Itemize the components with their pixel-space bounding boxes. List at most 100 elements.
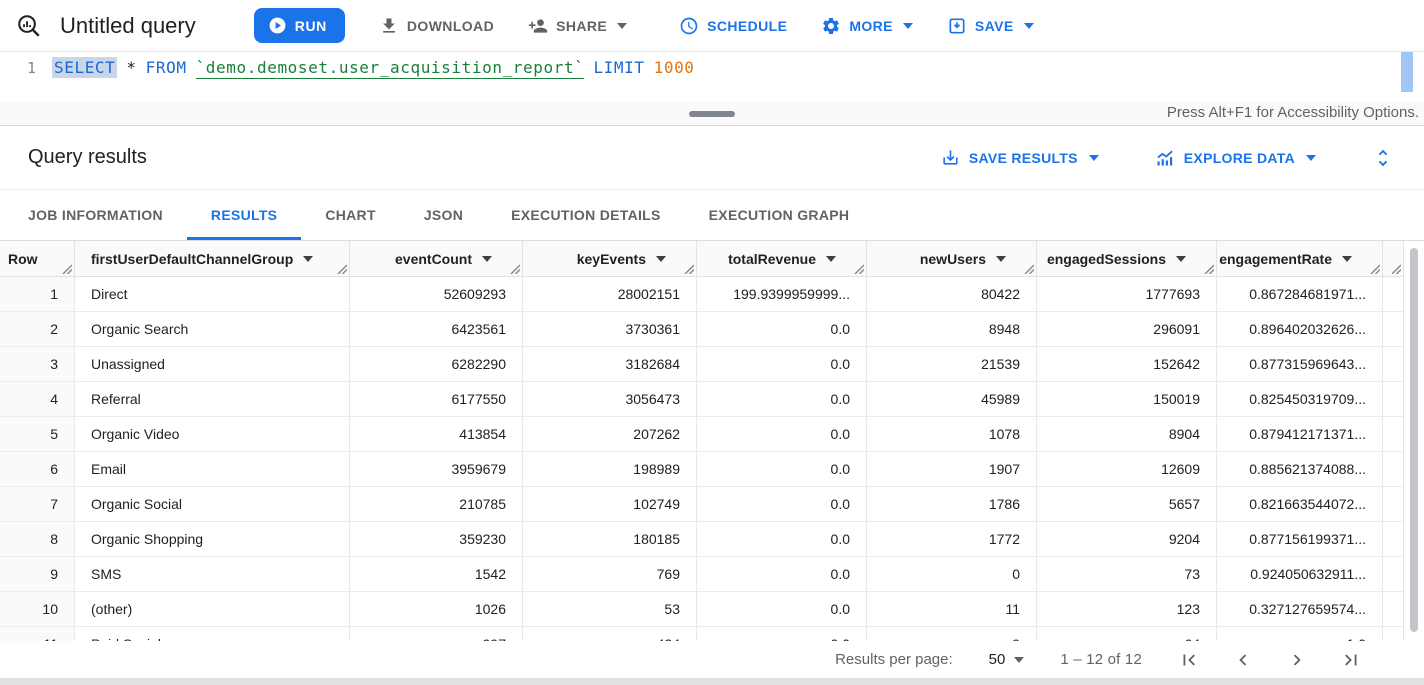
cell-totalrevenue[interactable]: 0.0 xyxy=(697,487,867,521)
column-resize-handle[interactable] xyxy=(61,263,73,275)
cell-engagedsessions[interactable]: 5657 xyxy=(1037,487,1217,521)
cell-firstuserdefaultchannelgroup[interactable]: Paid Social xyxy=(75,627,350,641)
cell-eventcount[interactable]: 210785 xyxy=(350,487,523,521)
cell-keyevents[interactable]: 3182684 xyxy=(523,347,697,381)
cell-firstuserdefaultchannelgroup[interactable]: Organic Social xyxy=(75,487,350,521)
cell-engagementrate[interactable]: 1.0 xyxy=(1217,627,1383,641)
cell-totalrevenue[interactable]: 0.0 xyxy=(697,592,867,626)
row-number-cell[interactable]: 7 xyxy=(0,487,75,521)
cell-firstuserdefaultchannelgroup[interactable]: Email xyxy=(75,452,350,486)
row-number-cell[interactable]: 9 xyxy=(0,557,75,591)
column-resize-handle[interactable] xyxy=(336,263,348,275)
cell-newusers[interactable]: 11 xyxy=(867,592,1037,626)
cell-keyevents[interactable]: 3730361 xyxy=(523,312,697,346)
column-menu-icon[interactable] xyxy=(482,255,492,262)
cell-totalrevenue[interactable]: 0.0 xyxy=(697,452,867,486)
cell-engagedsessions[interactable]: 152642 xyxy=(1037,347,1217,381)
tab-execution-details[interactable]: EXECUTION DETAILS xyxy=(511,207,661,223)
cell-engagementrate[interactable]: 0.896402032626... xyxy=(1217,312,1383,346)
cell-firstuserdefaultchannelgroup[interactable]: Organic Shopping xyxy=(75,522,350,556)
cell-keyevents[interactable]: 180185 xyxy=(523,522,697,556)
cell-newusers[interactable]: 45989 xyxy=(867,382,1037,416)
cell-keyevents[interactable]: 102749 xyxy=(523,487,697,521)
row-number-cell[interactable]: 1 xyxy=(0,277,75,311)
column-header-engagedsessions[interactable]: engagedSessions xyxy=(1037,241,1217,276)
cell-firstuserdefaultchannelgroup[interactable]: SMS xyxy=(75,557,350,591)
row-number-cell[interactable]: 3 xyxy=(0,347,75,381)
column-header-eventcount[interactable]: eventCount xyxy=(350,241,523,276)
column-header-firstuserdefaultchannelgroup[interactable]: firstUserDefaultChannelGroup xyxy=(75,241,350,276)
cell-eventcount[interactable]: 997 xyxy=(350,627,523,641)
column-header-newusers[interactable]: newUsers xyxy=(867,241,1037,276)
cell-firstuserdefaultchannelgroup[interactable]: Organic Video xyxy=(75,417,350,451)
run-button[interactable]: RUN xyxy=(253,8,345,43)
column-resize-handle[interactable] xyxy=(509,263,521,275)
cell-engagedsessions[interactable]: 12609 xyxy=(1037,452,1217,486)
cell-engagedsessions[interactable]: 8904 xyxy=(1037,417,1217,451)
cell-keyevents[interactable]: 769 xyxy=(523,557,697,591)
cell-engagementrate[interactable]: 0.825450319709... xyxy=(1217,382,1383,416)
column-menu-icon[interactable] xyxy=(656,255,666,262)
cell-newusers[interactable]: 21539 xyxy=(867,347,1037,381)
column-menu-icon[interactable] xyxy=(303,255,314,262)
column-resize-handle[interactable] xyxy=(1369,263,1381,275)
cell-engagementrate[interactable]: 0.821663544072... xyxy=(1217,487,1383,521)
cell-keyevents[interactable]: 198989 xyxy=(523,452,697,486)
cell-engagementrate[interactable]: 0.327127659574... xyxy=(1217,592,1383,626)
row-number-cell[interactable]: 4 xyxy=(0,382,75,416)
column-resize-handle[interactable] xyxy=(683,263,695,275)
cell-newusers[interactable]: 9 xyxy=(867,627,1037,641)
column-menu-icon[interactable] xyxy=(996,255,1006,262)
column-header-row[interactable]: Row xyxy=(0,241,75,276)
cell-eventcount[interactable]: 6282290 xyxy=(350,347,523,381)
tab-json[interactable]: JSON xyxy=(423,207,464,223)
cell-totalrevenue[interactable]: 0.0 xyxy=(697,382,867,416)
tab-results[interactable]: RESULTS xyxy=(187,190,301,240)
cell-newusers[interactable]: 0 xyxy=(867,557,1037,591)
cell-totalrevenue[interactable]: 0.0 xyxy=(697,417,867,451)
download-button[interactable]: DOWNLOAD xyxy=(375,10,498,42)
panel-resize-handle[interactable] xyxy=(689,110,735,117)
row-number-cell[interactable]: 5 xyxy=(0,417,75,451)
table-scrollbar-thumb[interactable] xyxy=(1410,248,1418,632)
column-header-totalrevenue[interactable]: totalRevenue xyxy=(697,241,867,276)
schedule-button[interactable]: SCHEDULE xyxy=(675,10,791,42)
save-results-button[interactable]: SAVE RESULTS xyxy=(941,148,1099,167)
cell-keyevents[interactable]: 3056473 xyxy=(523,382,697,416)
cell-totalrevenue[interactable]: 0.0 xyxy=(697,347,867,381)
cell-totalrevenue[interactable]: 0.0 xyxy=(697,312,867,346)
explore-data-button[interactable]: EXPLORE DATA xyxy=(1155,148,1316,168)
column-header-keyevents[interactable]: keyEvents xyxy=(523,241,697,276)
column-resize-handle[interactable] xyxy=(1023,263,1035,275)
cell-totalrevenue[interactable]: 0.0 xyxy=(697,627,867,641)
cell-engagedsessions[interactable]: 1777693 xyxy=(1037,277,1217,311)
cell-engagementrate[interactable]: 0.885621374088... xyxy=(1217,452,1383,486)
cell-firstuserdefaultchannelgroup[interactable]: Unassigned xyxy=(75,347,350,381)
cell-engagedsessions[interactable]: 123 xyxy=(1037,592,1217,626)
cell-totalrevenue[interactable]: 0.0 xyxy=(697,557,867,591)
first-page-button[interactable] xyxy=(1178,649,1200,671)
cell-eventcount[interactable]: 3959679 xyxy=(350,452,523,486)
cell-eventcount[interactable]: 413854 xyxy=(350,417,523,451)
page-size-select[interactable]: 50 xyxy=(989,651,1025,668)
cell-engagementrate[interactable]: 0.877156199371... xyxy=(1217,522,1383,556)
table-scrollbar-track[interactable] xyxy=(1403,241,1424,641)
cell-eventcount[interactable]: 1026 xyxy=(350,592,523,626)
prev-page-button[interactable] xyxy=(1232,649,1254,671)
cell-engagementrate[interactable]: 0.867284681971... xyxy=(1217,277,1383,311)
row-number-cell[interactable]: 10 xyxy=(0,592,75,626)
cell-keyevents[interactable]: 207262 xyxy=(523,417,697,451)
cell-eventcount[interactable]: 6423561 xyxy=(350,312,523,346)
cell-engagementrate[interactable]: 0.877315969643... xyxy=(1217,347,1383,381)
sql-table-reference[interactable]: `demo.demoset.user_acquisition_report` xyxy=(195,58,585,79)
column-resize-handle[interactable] xyxy=(1390,263,1402,275)
next-page-button[interactable] xyxy=(1286,649,1308,671)
row-number-cell[interactable]: 2 xyxy=(0,312,75,346)
column-header-engagementrate[interactable]: engagementRate xyxy=(1217,241,1383,276)
cell-totalrevenue[interactable]: 0.0 xyxy=(697,522,867,556)
tab-execution-graph[interactable]: EXECUTION GRAPH xyxy=(708,207,850,223)
cell-firstuserdefaultchannelgroup[interactable]: Referral xyxy=(75,382,350,416)
column-resize-handle[interactable] xyxy=(1203,263,1215,275)
sql-editor[interactable]: 1 SELECT * FROM `demo.demoset.user_acquisit… xyxy=(0,52,1424,102)
last-page-button[interactable] xyxy=(1340,649,1362,671)
